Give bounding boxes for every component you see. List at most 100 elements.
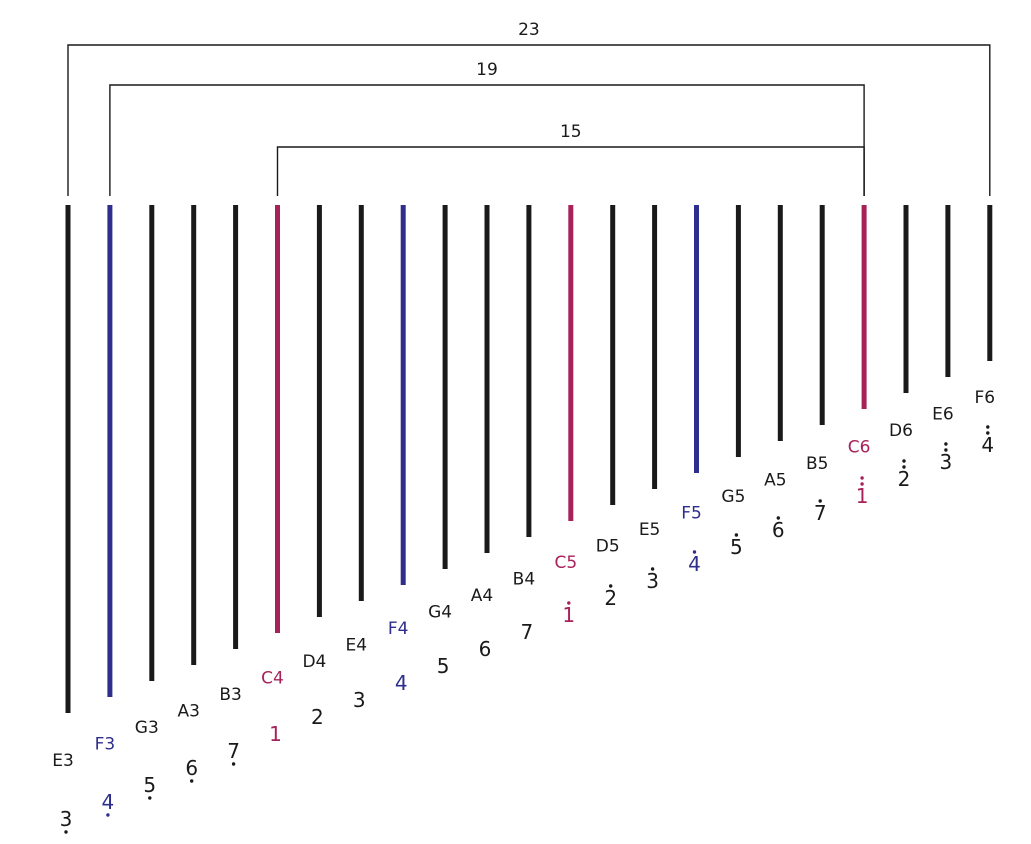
octave-dot bbox=[734, 533, 739, 537]
note-label-c4: C4 bbox=[261, 669, 284, 689]
svg-text:6: 6 bbox=[185, 756, 198, 780]
svg-text:7: 7 bbox=[227, 739, 240, 763]
note-name-labels: E3 F3 G3 A3 B3 C4 D4 E4 F4 G4 A4 B4 C5 D5 E5 F5 G5 A5 B5 C6… bbox=[52, 388, 995, 771]
note-label-b5: B5 bbox=[806, 454, 828, 474]
note-label-f4: F4 bbox=[388, 619, 409, 639]
svg-text:6: 6 bbox=[772, 518, 785, 542]
octave-dot bbox=[860, 476, 864, 480]
note-label-c6: C6 bbox=[848, 438, 871, 458]
octave-dot bbox=[64, 830, 68, 834]
number-label-e6: 3 bbox=[940, 442, 953, 474]
octave-dot bbox=[944, 442, 948, 446]
note-label-g3: G3 bbox=[135, 718, 159, 738]
octave-dot bbox=[902, 459, 906, 463]
octave-dot bbox=[609, 584, 613, 588]
svg-text:2: 2 bbox=[311, 705, 324, 729]
svg-text:3: 3 bbox=[646, 569, 659, 593]
svg-text:1: 1 bbox=[269, 722, 282, 746]
note-label-d6: D6 bbox=[889, 421, 913, 441]
octave-dot bbox=[567, 601, 571, 605]
note-label-e3: E3 bbox=[52, 751, 74, 771]
octave-dot bbox=[190, 779, 194, 783]
note-label-f5: F5 bbox=[681, 504, 702, 524]
number-label-c5: 1 bbox=[562, 601, 575, 627]
octave-dot bbox=[106, 813, 110, 817]
number-label-b4: 7 bbox=[521, 620, 534, 644]
note-label-c5: C5 bbox=[554, 553, 577, 573]
octave-dot bbox=[148, 796, 152, 800]
note-label-e4: E4 bbox=[346, 636, 368, 656]
svg-text:4: 4 bbox=[395, 671, 408, 695]
number-label-d4: 2 bbox=[311, 705, 324, 729]
octave-dot bbox=[860, 482, 864, 486]
number-label-d5: 2 bbox=[604, 584, 617, 610]
octave-dot bbox=[818, 499, 822, 503]
svg-text:5: 5 bbox=[730, 535, 743, 559]
note-label-d4: D4 bbox=[302, 652, 326, 672]
note-label-f3: F3 bbox=[95, 735, 116, 755]
note-label-e6: E6 bbox=[932, 405, 954, 425]
note-label-b3: B3 bbox=[219, 685, 241, 705]
octave-dot bbox=[776, 516, 780, 520]
svg-text:4: 4 bbox=[102, 790, 115, 814]
octave-dot bbox=[902, 465, 906, 469]
octave-dot bbox=[944, 448, 948, 452]
note-label-g4: G4 bbox=[428, 603, 452, 623]
number-label-a3: 6 bbox=[185, 756, 198, 783]
svg-text:3: 3 bbox=[940, 450, 953, 474]
octave-dot bbox=[986, 431, 990, 435]
svg-text:4: 4 bbox=[981, 433, 994, 457]
number-label-d6: 2 bbox=[898, 459, 911, 491]
number-label-g3: 5 bbox=[143, 773, 156, 800]
svg-text:6: 6 bbox=[479, 637, 492, 661]
bracket-19 bbox=[109, 84, 865, 196]
number-label-g4: 5 bbox=[437, 654, 450, 678]
number-label-e3: 3 bbox=[60, 807, 73, 834]
numbered-notation-labels: 3 4 5 6 7 1 2 3 4 5 6 7 1 2 3 4 5 6 7 1 2 3 4 bbox=[60, 425, 994, 834]
bracket-label-19: 19 bbox=[476, 60, 498, 80]
note-label-a4: A4 bbox=[471, 586, 493, 606]
svg-text:1: 1 bbox=[856, 484, 869, 508]
svg-text:1: 1 bbox=[562, 603, 575, 627]
bracket-15 bbox=[276, 146, 865, 196]
octave-dot bbox=[650, 567, 655, 571]
svg-text:5: 5 bbox=[143, 773, 156, 797]
note-label-g5: G5 bbox=[721, 487, 745, 507]
octave-dot bbox=[231, 762, 236, 766]
note-label-a5: A5 bbox=[764, 471, 786, 491]
bracket-label-23: 23 bbox=[518, 20, 540, 40]
number-label-b5: 7 bbox=[814, 499, 827, 525]
svg-text:3: 3 bbox=[60, 807, 73, 831]
number-label-b3: 7 bbox=[227, 739, 240, 766]
note-label-e5: E5 bbox=[639, 520, 661, 540]
svg-text:7: 7 bbox=[814, 501, 827, 525]
number-label-f6: 4 bbox=[981, 425, 994, 457]
octave-dot bbox=[692, 550, 697, 554]
number-label-e5: 3 bbox=[646, 567, 659, 593]
number-label-f3: 4 bbox=[102, 790, 115, 817]
bracket-23 bbox=[67, 44, 991, 196]
svg-text:3: 3 bbox=[353, 688, 366, 712]
number-label-c6: 1 bbox=[856, 476, 869, 508]
number-label-c4: 1 bbox=[269, 722, 282, 746]
number-label-e4: 3 bbox=[353, 688, 366, 712]
note-label-d5: D5 bbox=[596, 537, 620, 557]
number-label-a5: 6 bbox=[772, 516, 785, 542]
svg-text:5: 5 bbox=[437, 654, 450, 678]
number-label-f5: 4 bbox=[688, 550, 701, 576]
number-label-a4: 6 bbox=[479, 637, 492, 661]
note-label-a3: A3 bbox=[177, 702, 199, 722]
number-label-g5: 5 bbox=[730, 533, 743, 559]
note-label-b4: B4 bbox=[513, 570, 535, 590]
svg-text:2: 2 bbox=[604, 586, 617, 610]
octave-dot bbox=[986, 425, 990, 429]
tine-bars bbox=[65, 205, 993, 713]
number-label-f4: 4 bbox=[395, 671, 408, 695]
svg-text:2: 2 bbox=[898, 467, 911, 491]
note-label-f6: F6 bbox=[974, 388, 995, 408]
svg-text:7: 7 bbox=[521, 620, 534, 644]
bracket-label-15: 15 bbox=[560, 122, 582, 142]
svg-text:4: 4 bbox=[688, 552, 701, 576]
interval-brackets: 23 19 15 bbox=[67, 20, 991, 196]
